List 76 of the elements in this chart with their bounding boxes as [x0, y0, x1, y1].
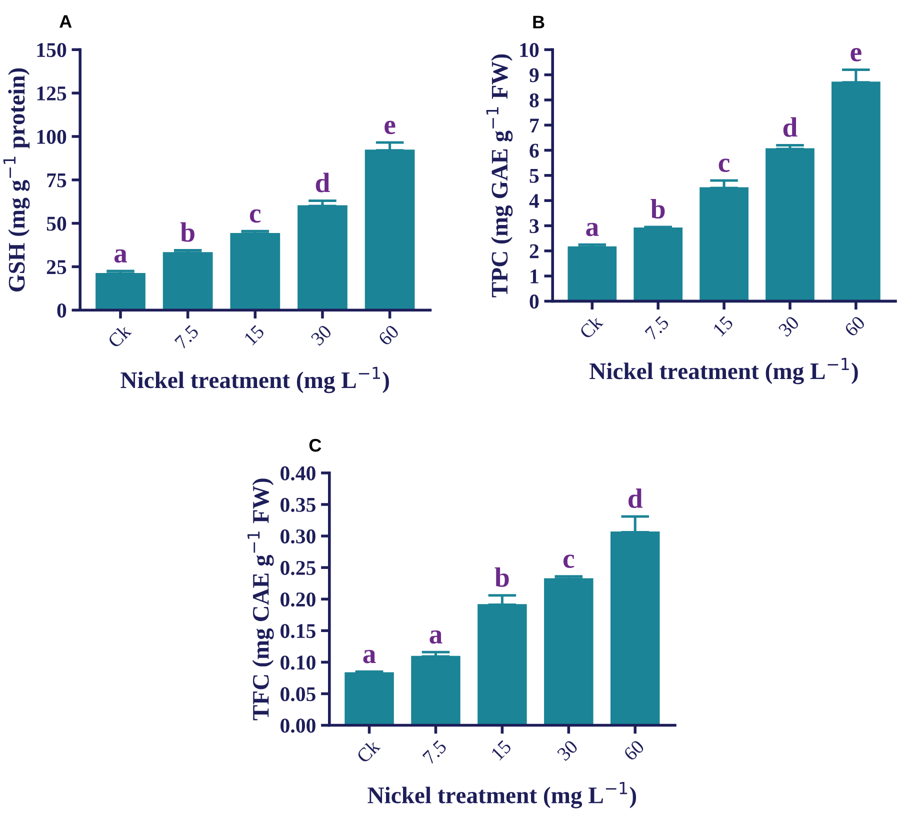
- y-tick-label: 9: [530, 68, 539, 82]
- annotation: a: [586, 222, 599, 236]
- annotation: d: [783, 117, 798, 137]
- annotation: c: [718, 158, 730, 172]
- bar: [634, 228, 683, 302]
- annotation: e: [850, 48, 862, 62]
- y-tick-label: 10: [520, 43, 539, 58]
- y-tick-label: 0.15: [280, 624, 316, 638]
- annotation: a: [363, 650, 376, 664]
- chart-title: A: [60, 15, 72, 28]
- annotation: a: [430, 630, 442, 644]
- x-tick-label: 15: [244, 324, 265, 346]
- y-tick-label: 0.30: [280, 529, 316, 544]
- y-tick-label: 1: [530, 270, 538, 284]
- x-tick-label: 60: [623, 739, 645, 762]
- bar: [766, 148, 814, 302]
- y-tick-label: 25: [46, 260, 66, 274]
- annotation: d: [316, 172, 330, 192]
- bar: [344, 672, 394, 726]
- bar: [568, 246, 617, 302]
- x-tick-label: 15: [712, 315, 734, 337]
- bar: [298, 205, 348, 310]
- y-axis-title: TPC (mg GAE g$^{−1}$ FW): [486, 54, 513, 298]
- y-tick-label: 0.00: [280, 718, 316, 733]
- x-tick-label: 60: [378, 324, 400, 346]
- y-tick-label: 0.25: [280, 560, 316, 576]
- bar: [96, 272, 146, 310]
- x-axis-title: Nickel treatment (mg L$^{−1}$): [368, 782, 636, 808]
- x-tick-label: 30: [556, 739, 578, 762]
- x-tick-label: 7.5: [422, 740, 448, 764]
- y-tick-label: 8: [530, 93, 539, 108]
- y-tick-label: 0.20: [280, 592, 316, 607]
- chart-title: B: [533, 16, 544, 28]
- x-tick-label: 7.5: [174, 324, 200, 350]
- bar: [544, 578, 594, 726]
- x-tick-label: 30: [310, 324, 332, 346]
- bar: [162, 252, 213, 310]
- y-tick-label: 50: [46, 216, 66, 231]
- annotation: d: [628, 488, 643, 508]
- y-tick-label: 2: [530, 244, 539, 258]
- chart-title: C: [309, 438, 322, 452]
- x-tick-label: 30: [778, 315, 800, 338]
- annotation: a: [114, 249, 128, 263]
- annotation: e: [384, 120, 396, 134]
- x-tick-label: 15: [490, 739, 512, 761]
- y-tick-label: 0.40: [280, 466, 316, 480]
- annotation: c: [563, 554, 574, 568]
- x-axis-title: Nickel treatment (mg L$^{−1}$): [120, 366, 389, 394]
- x-tick-label: 60: [844, 315, 866, 338]
- x-tick-label: Ck: [578, 314, 604, 340]
- y-tick-label: 100: [37, 130, 66, 144]
- y-tick-label: 7: [530, 118, 539, 132]
- y-tick-label: 150: [37, 43, 66, 58]
- y-tick-label: 5: [530, 169, 539, 183]
- y-tick-label: 0: [530, 294, 539, 309]
- y-tick-label: 125: [37, 86, 66, 100]
- x-tick-label: 7.5: [644, 315, 670, 340]
- y-tick-label: 0.35: [280, 498, 316, 512]
- x-tick-label: Ck: [106, 323, 132, 348]
- y-tick-label: 75: [47, 173, 66, 188]
- annotation: b: [650, 199, 665, 219]
- y-tick-label: 4: [529, 194, 540, 208]
- annotation: c: [250, 209, 261, 223]
- y-axis-title: GSH (mg g$^{−1}$ protein): [3, 68, 30, 292]
- x-axis-title: Nickel treatment (mg L$^{−1}$): [590, 358, 858, 384]
- y-tick-label: 3: [530, 219, 539, 234]
- x-tick-label: Ck: [356, 738, 381, 764]
- y-tick-label: 0.10: [280, 656, 316, 670]
- y-axis-title: TFC (mg CAE g$^{−1}$ FW): [248, 478, 274, 720]
- y-tick-label: 0: [57, 304, 66, 318]
- annotation: b: [180, 222, 194, 242]
- y-tick-label: 6: [530, 144, 539, 158]
- bar: [230, 233, 280, 310]
- bar: [411, 656, 460, 726]
- y-tick-label: 0.05: [280, 687, 316, 702]
- annotation: b: [494, 567, 509, 587]
